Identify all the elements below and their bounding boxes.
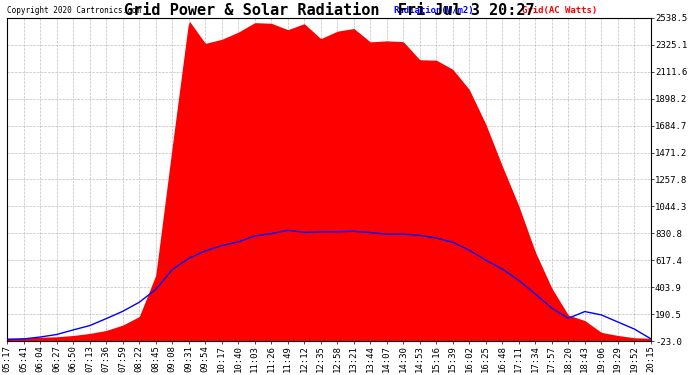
Title: Grid Power & Solar Radiation  Fri Jul 3 20:27: Grid Power & Solar Radiation Fri Jul 3 2… [124,3,534,18]
Text: Grid(AC Watts): Grid(AC Watts) [522,6,598,15]
Text: Radiation(W/m2): Radiation(W/m2) [393,6,474,15]
Text: Copyright 2020 Cartronics.com: Copyright 2020 Cartronics.com [8,6,141,15]
